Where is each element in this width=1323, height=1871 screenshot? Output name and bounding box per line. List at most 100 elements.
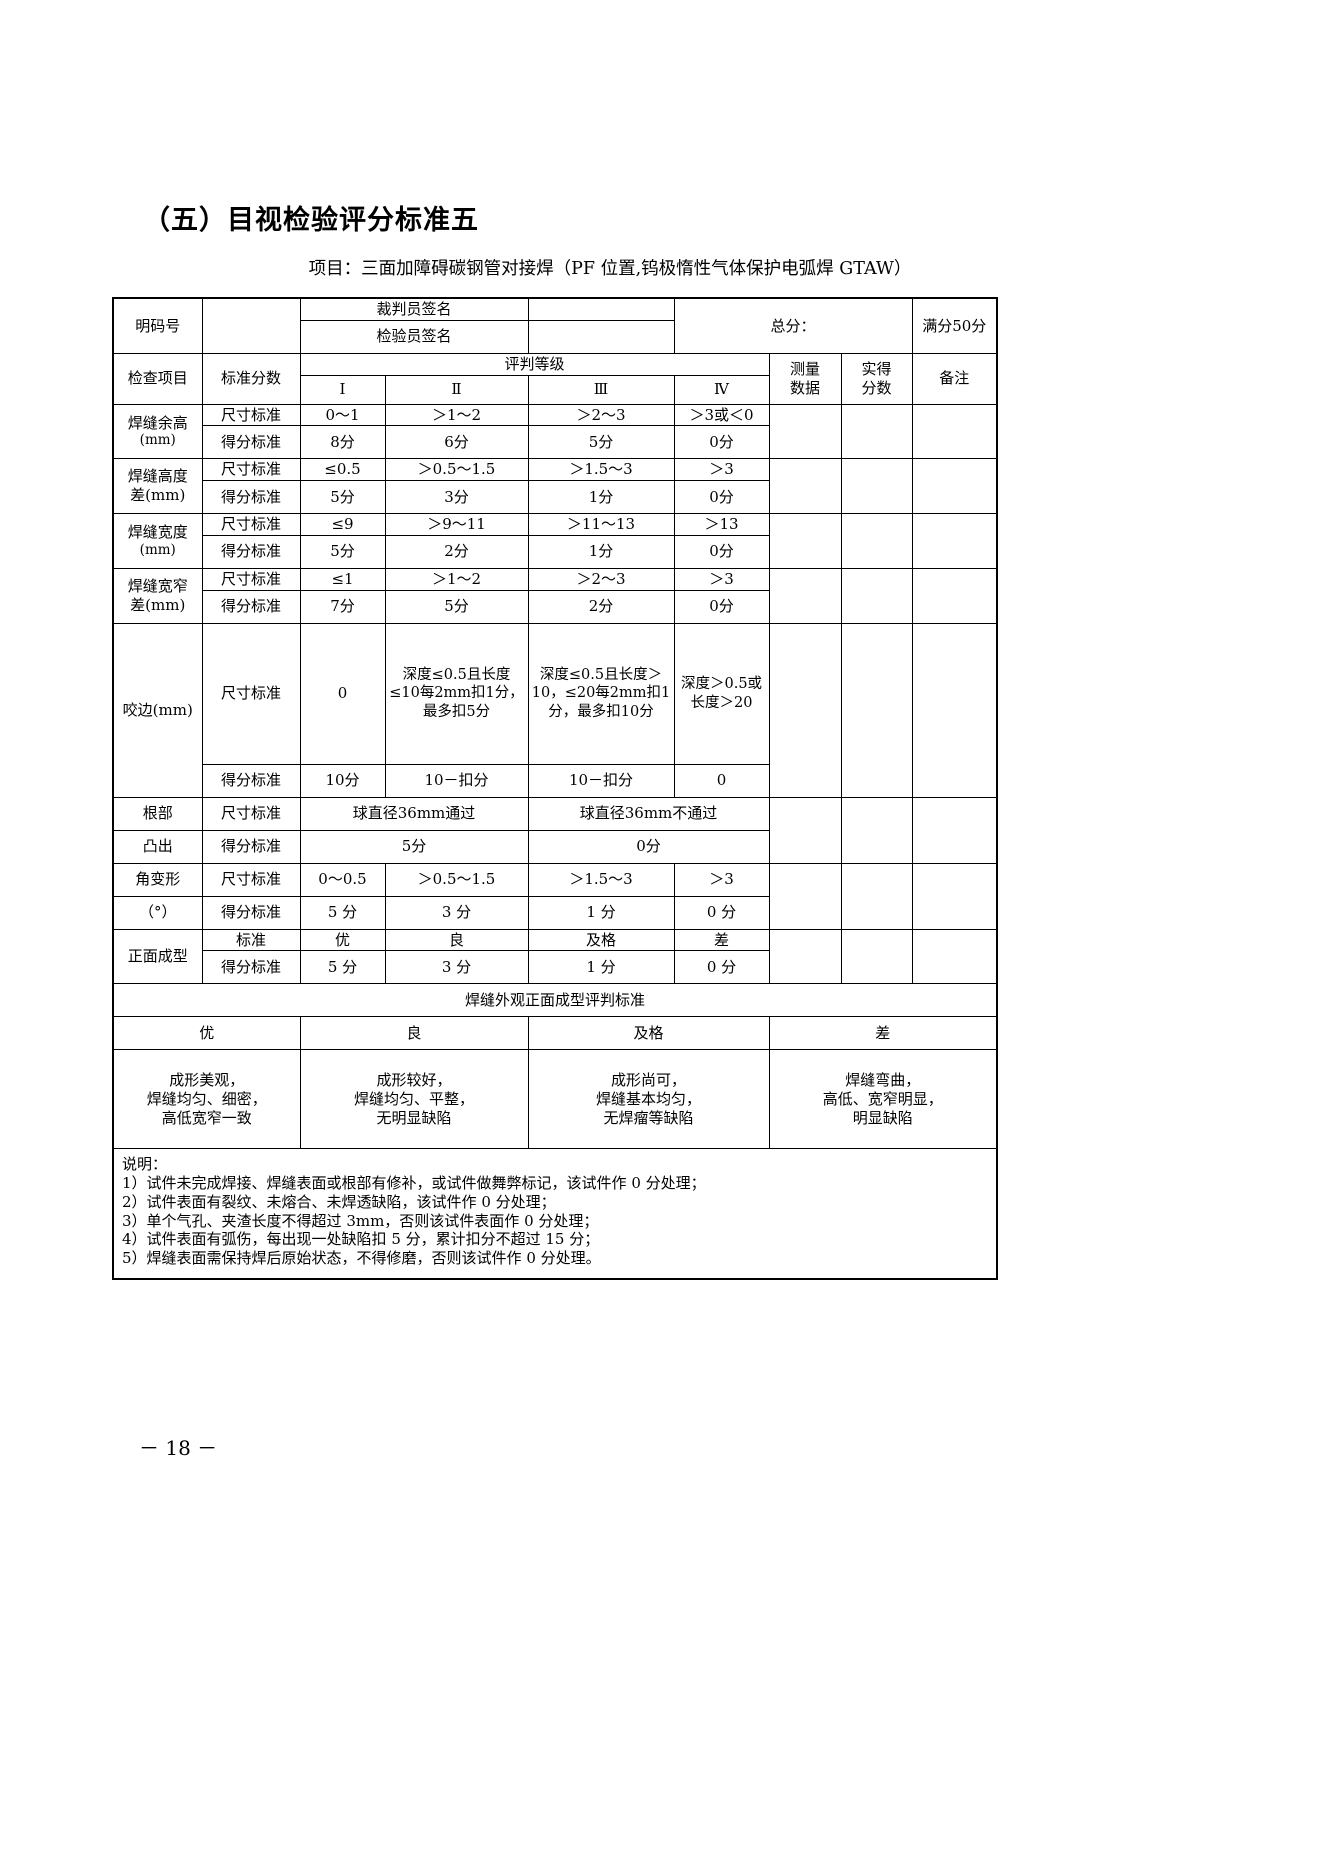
measure-data-input[interactable]	[768, 796, 842, 864]
remark-input[interactable]	[911, 622, 998, 798]
cell-score-4: 0分	[673, 425, 770, 460]
remark-input[interactable]	[911, 928, 998, 985]
actual-score-input[interactable]	[840, 622, 913, 798]
remark-input[interactable]	[911, 458, 998, 514]
cell-size-4: ＞3	[673, 567, 770, 591]
measure-data-input[interactable]	[768, 513, 842, 569]
cell-size-2: 深度≤0.5且长度≤10每2mm扣1分，最多扣5分	[384, 622, 529, 765]
actual-score-input[interactable]	[840, 796, 913, 864]
col-measure-data-line2: 数据	[790, 378, 821, 397]
cell-size-1: 0～1	[299, 403, 386, 427]
criteria-cell-poor: 焊缝弯曲， 高低、宽窄明显， 明显缺陷	[768, 1049, 998, 1150]
col-grade-1: Ⅰ	[299, 374, 386, 405]
cell-size-1: ≤1	[299, 567, 386, 591]
row-label-line1: 焊缝余高	[127, 413, 188, 432]
table-row: 焊缝宽度 (mm) 尺寸标准 ≤9 ＞9～11 ＞11～13 ＞13	[112, 513, 998, 569]
cell-score-3: 2分	[527, 589, 675, 624]
col-measure-data-line1: 测量	[790, 359, 821, 378]
row-label-line2: 差(mm)	[130, 595, 186, 614]
row-label-root-line1: 根部	[112, 796, 203, 831]
note-item: 5）焊缝表面需保持焊后原始状态，不得修磨，否则该试件作 0 分处理。	[122, 1249, 601, 1267]
criteria-header-good: 良	[299, 1016, 529, 1051]
cell-score-4: 0分	[673, 589, 770, 624]
cell-score-1: 7分	[299, 589, 386, 624]
cell-score-3: 1 分	[527, 895, 675, 930]
score-standard-label: 得分标准	[201, 950, 301, 985]
remark-input[interactable]	[911, 513, 998, 569]
size-standard-label: 尺寸标准	[201, 622, 301, 765]
cell-size-2: ＞9～11	[384, 513, 529, 536]
note-item: 4）试件表面有弧伤，每出现一处缺陷扣 5 分，累计扣分不超过 15 分；	[122, 1230, 600, 1249]
col-grade-group: 评判等级	[299, 352, 770, 376]
row-label-weld-height-diff: 焊缝高度 差(mm)	[112, 458, 203, 514]
cell-std-2: 良	[384, 928, 529, 952]
table-row: （°） 得分标准 5 分 3 分 1 分 0 分	[112, 895, 997, 930]
row-label-line1: 焊缝高度	[127, 467, 188, 486]
criteria-line: 高低宽窄一致	[161, 1108, 252, 1127]
cell-size-1: 0	[299, 622, 386, 765]
table-row: 得分标准 5分 2分 1分 0分	[113, 534, 997, 569]
row-label-line2: (mm)	[139, 541, 176, 558]
actual-score-input[interactable]	[840, 513, 913, 569]
criteria-line: 无焊瘤等缺陷	[603, 1108, 694, 1127]
row-label-line1: 焊缝宽度	[127, 523, 188, 542]
score-standard-label: 得分标准	[201, 589, 301, 624]
cell-score-1: 5分	[299, 480, 386, 514]
row-label-line2: (mm)	[139, 432, 176, 449]
measure-data-input[interactable]	[768, 862, 842, 930]
table-row: 焊缝余高 (mm) 尺寸标准 0～1 ＞1～2 ＞2～3 ＞3或＜0	[112, 403, 998, 460]
cell-score-1: 10分	[299, 763, 386, 798]
table-row: 得分标准 7分 5分 2分 0分	[113, 589, 997, 624]
table-header-row-identity: 明码号 裁判员签名 总分： 满分50分	[112, 297, 998, 354]
actual-score-input[interactable]	[840, 862, 913, 930]
remark-input[interactable]	[911, 796, 998, 864]
score-standard-label: 得分标准	[201, 763, 301, 798]
actual-score-input[interactable]	[840, 928, 913, 985]
criteria-line: 成形美观，	[169, 1071, 245, 1090]
score-standard-label: 得分标准	[201, 425, 301, 460]
criteria-line: 焊缝均匀、细密，	[146, 1089, 267, 1108]
cell-score-1: 5 分	[299, 950, 386, 985]
cell-size-1: 0～0.5	[299, 862, 386, 897]
criteria-title: 焊缝外观正面成型评判标准	[112, 983, 998, 1018]
criteria-header-excellent: 优	[112, 1016, 301, 1051]
table-row-angle: 角变形 尺寸标准 0～0.5 ＞0.5～1.5 ＞1.5～3 ＞3	[112, 862, 998, 930]
project-subtitle: 项目：三面加障碍碳钢管对接焊（PF 位置,钨极惰性气体保护电弧焊 GTAW）	[308, 259, 912, 279]
measure-data-input[interactable]	[768, 403, 842, 460]
scoring-table: 明码号 裁判员签名 总分： 满分50分 检验员签名 检查项目 标准分数 评判等级…	[112, 297, 999, 1280]
cell-std-3: 及格	[527, 928, 675, 952]
criteria-line: 明显缺陷	[852, 1108, 913, 1127]
cell-size-3: ＞11～13	[527, 513, 675, 536]
standard-label: 标准	[201, 928, 301, 952]
actual-score-input[interactable]	[840, 567, 913, 624]
criteria-body-row: 成形美观， 焊缝均匀、细密， 高低宽窄一致 成形较好， 焊缝均匀、平整， 无明显…	[112, 1049, 998, 1150]
measure-data-input[interactable]	[768, 622, 842, 798]
row-label-root-line2: 凸出	[112, 829, 203, 864]
remark-input[interactable]	[911, 403, 998, 460]
code-value[interactable]	[201, 297, 301, 354]
judge-signature-field[interactable]	[527, 297, 675, 321]
actual-score-input[interactable]	[840, 403, 913, 460]
measure-data-input[interactable]	[768, 567, 842, 624]
scoring-table-container: 明码号 裁判员签名 总分： 满分50分 检验员签名 检查项目 标准分数 评判等级…	[112, 297, 999, 1280]
cell-size-4: ＞3	[673, 458, 770, 481]
row-label-angle-line2: （°）	[112, 895, 203, 930]
measure-data-input[interactable]	[768, 458, 842, 514]
note-item: 2）试件表面有裂纹、未熔合、未焊透缺陷，该试件作 0 分处理；	[122, 1192, 556, 1211]
actual-score-input[interactable]	[840, 458, 913, 514]
remark-input[interactable]	[911, 862, 998, 930]
row-label-weld-width: 焊缝宽度 (mm)	[112, 513, 203, 569]
cell-score-1: 5分	[299, 534, 386, 569]
col-grade-2: Ⅱ	[384, 374, 529, 405]
table-header-row-inspector: 检验员签名	[113, 319, 997, 354]
col-grade-4: Ⅳ	[673, 374, 770, 405]
row-label-weld-width-diff: 焊缝宽窄 差(mm)	[112, 567, 203, 624]
inspector-signature-field[interactable]	[527, 319, 675, 354]
cell-score-2: 5分	[384, 589, 529, 624]
cell-score-4: 0分	[673, 534, 770, 569]
table-row: 得分标准 8分 6分 5分 0分	[113, 425, 997, 460]
measure-data-input[interactable]	[768, 928, 842, 985]
cell-size-4: ＞3或＜0	[673, 403, 770, 427]
code-label: 明码号	[112, 297, 203, 354]
remark-input[interactable]	[911, 567, 998, 624]
